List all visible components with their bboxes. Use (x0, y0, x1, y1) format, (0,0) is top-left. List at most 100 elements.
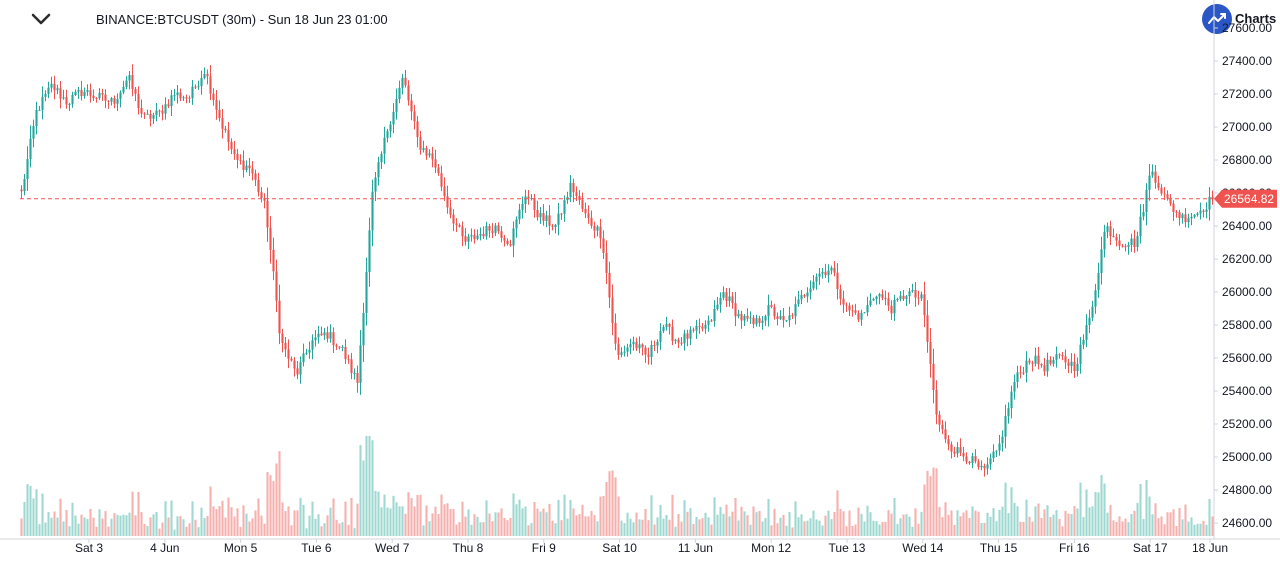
volume-bar (194, 519, 197, 536)
price-axis[interactable]: 27600.00 27400.00 27200.00 27000.00 26800.00… (1214, 21, 1272, 530)
candle-body (1130, 238, 1133, 246)
volume-bar (164, 501, 167, 536)
volume-bar (404, 513, 407, 536)
candle-body (671, 326, 674, 341)
volume-bar (425, 505, 428, 536)
candle-body (1145, 189, 1148, 212)
volume-bar (791, 527, 794, 536)
volume-bar (365, 436, 368, 536)
volume-bar (230, 507, 233, 536)
candle-body (404, 77, 407, 86)
candle-body (383, 137, 386, 154)
price-tick-label: 25200.00 (1222, 417, 1272, 431)
candle-body (794, 304, 797, 317)
candle-body (407, 85, 410, 101)
volume-bar (1178, 508, 1181, 536)
candle-body (641, 344, 644, 348)
volume-bar (1034, 506, 1037, 536)
trend-up-icon (1202, 4, 1232, 34)
candle-body (995, 450, 998, 452)
time-tick-label: Mon 12 (751, 541, 791, 555)
volume-bar (626, 512, 629, 536)
candle-body (788, 315, 791, 321)
candle-body (1181, 214, 1184, 219)
candle-body (1115, 237, 1118, 241)
volume-bar (1205, 524, 1208, 536)
candle-body (1082, 339, 1085, 345)
volume-bar (689, 508, 692, 536)
candle-body (26, 159, 29, 180)
volume-bar (407, 492, 410, 536)
candle-body (146, 113, 149, 115)
candle-body (1187, 218, 1190, 223)
candle-body (1028, 360, 1031, 363)
candle-body (614, 323, 617, 344)
volume-bar (41, 493, 44, 536)
volume-bar (437, 513, 440, 536)
volume-bar (188, 523, 191, 536)
candle-body (305, 352, 308, 354)
candle-body (1079, 344, 1082, 364)
candle-body (1076, 363, 1079, 372)
volume-bar (422, 525, 425, 536)
candle-body (542, 213, 545, 221)
time-axis[interactable]: Sat 3 4 Jun Mon 5 Tue 6 Wed 7 Thu 8 Fri 9 Sat 1… (75, 539, 1228, 555)
volume-bar (812, 510, 815, 536)
volume-bar (902, 514, 905, 536)
volume-bar (671, 494, 674, 536)
volume-bar (914, 508, 917, 536)
volume-bar (218, 506, 221, 536)
collapse-chevron-icon[interactable] (28, 8, 54, 30)
candle-body (1199, 210, 1202, 214)
volume-bar (1190, 517, 1193, 536)
candle-body (482, 233, 485, 237)
volume-bar (458, 522, 461, 536)
candle-body (389, 124, 392, 132)
candle-body (62, 97, 65, 99)
volume-bar (1175, 526, 1178, 536)
volume-bar (1094, 492, 1097, 536)
candle-body (977, 461, 980, 468)
volume-bar (206, 515, 209, 536)
candle-body (374, 177, 377, 192)
volume-bar (632, 522, 635, 536)
candle-body (167, 104, 170, 107)
candle-body (491, 230, 494, 233)
volume-bar (1208, 498, 1211, 536)
volume-bar (107, 526, 110, 536)
volume-bar (344, 501, 347, 536)
volume-bar (737, 520, 740, 536)
candle-body (1094, 290, 1097, 307)
candle-body (101, 92, 104, 95)
volume-bar (875, 521, 878, 536)
volume-bar (716, 514, 719, 536)
candle-body (584, 208, 587, 214)
volume-bar (530, 523, 533, 536)
volume-bar (857, 507, 860, 536)
candle-body (74, 91, 77, 96)
volume-bar (650, 495, 653, 536)
candle-body (599, 226, 602, 239)
volume-bar (890, 513, 893, 536)
candle-body (179, 92, 182, 99)
candle-body (737, 313, 740, 317)
candle-body (380, 153, 383, 163)
candle-body (209, 76, 212, 94)
volume-bar (23, 501, 26, 536)
candle-body (1058, 354, 1061, 356)
volume-bar (1142, 519, 1145, 536)
volume-bar (803, 521, 806, 536)
volume-bar (158, 528, 161, 536)
candle-body (719, 297, 722, 305)
volume-bar (1058, 518, 1061, 536)
volume-bar (572, 508, 575, 536)
candle-body (818, 273, 821, 277)
volume-bar (20, 518, 23, 536)
volume-bar (350, 497, 353, 536)
volume-bar (476, 516, 479, 536)
candle-body (86, 90, 89, 92)
volume-bar (1013, 502, 1016, 536)
volume-bar (686, 511, 689, 536)
candle-body (809, 288, 812, 293)
